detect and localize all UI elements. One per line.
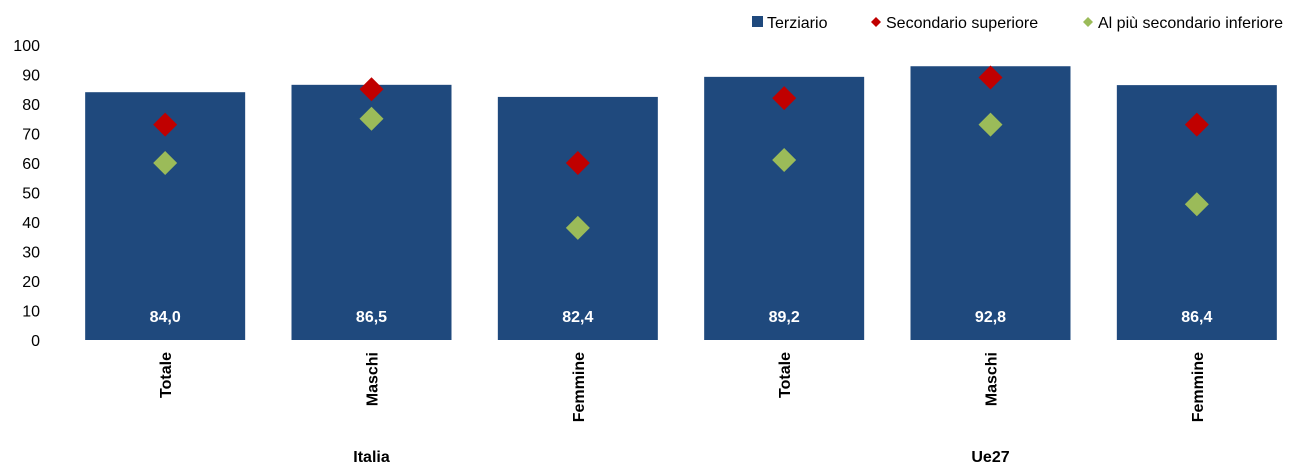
y-tick-label: 70	[22, 127, 40, 144]
data-label: 89,2	[769, 309, 800, 326]
data-label: 86,5	[356, 309, 387, 326]
y-tick-label: 90	[22, 68, 40, 85]
legend-swatch	[1083, 17, 1093, 27]
marker-secondario-superiore	[359, 77, 384, 102]
legend-label: Al più secondario inferiore	[1098, 15, 1283, 32]
y-tick-label: 100	[13, 38, 40, 55]
marker-secondario-inferiore	[772, 148, 797, 173]
data-label: 86,4	[1181, 309, 1212, 326]
bar-terziario	[910, 66, 1071, 341]
markers	[153, 65, 1209, 240]
marker-secondario-inferiore	[978, 112, 1003, 137]
x-category-label: Totale	[777, 352, 794, 398]
x-group-label: Ue27	[971, 449, 1009, 466]
marker-secondario-inferiore	[565, 215, 590, 240]
x-category-label: Femmine	[1190, 352, 1207, 422]
bars: 84,0 86,5 82,4 89,2 92,8 86,4	[85, 66, 1277, 341]
x-category-label: Totale	[158, 352, 175, 398]
legend-label: Secondario superiore	[886, 15, 1038, 32]
x-axis: Totale Maschi Femmine Totale Maschi Femmine It…	[158, 352, 1207, 466]
marker-secondario-superiore	[153, 112, 178, 137]
y-tick-label: 80	[22, 97, 40, 114]
marker-secondario-inferiore	[1184, 192, 1209, 217]
y-axis: 0 10 20 30 40 50 60 70 80 90 100	[13, 38, 40, 350]
marker-secondario-superiore	[565, 151, 590, 175]
x-category-label: Maschi	[365, 352, 382, 406]
marker-secondario-inferiore	[153, 151, 178, 175]
legend-swatch	[871, 17, 881, 27]
marker-secondario-superiore	[772, 86, 797, 111]
x-group-label: Italia	[353, 449, 390, 466]
y-tick-label: 10	[22, 304, 40, 321]
data-label: 82,4	[562, 309, 593, 326]
y-tick-label: 50	[22, 186, 40, 203]
legend-swatch	[752, 16, 763, 27]
legend: Terziario Secondario superiore Al più seco…	[752, 15, 1283, 32]
data-label: 92,8	[975, 309, 1006, 326]
y-tick-label: 40	[22, 215, 40, 232]
marker-secondario-inferiore	[359, 106, 384, 131]
y-tick-label: 60	[22, 156, 40, 173]
marker-secondario-superiore	[978, 65, 1003, 90]
y-tick-label: 30	[22, 245, 40, 262]
y-tick-label: 0	[31, 333, 40, 350]
data-label: 84,0	[150, 309, 181, 326]
x-category-label: Maschi	[984, 352, 1001, 406]
bar-terziario	[704, 76, 865, 341]
marker-secondario-superiore	[1184, 112, 1209, 137]
legend-label: Terziario	[767, 15, 828, 32]
y-tick-label: 20	[22, 274, 40, 291]
x-category-label: Femmine	[571, 352, 588, 422]
